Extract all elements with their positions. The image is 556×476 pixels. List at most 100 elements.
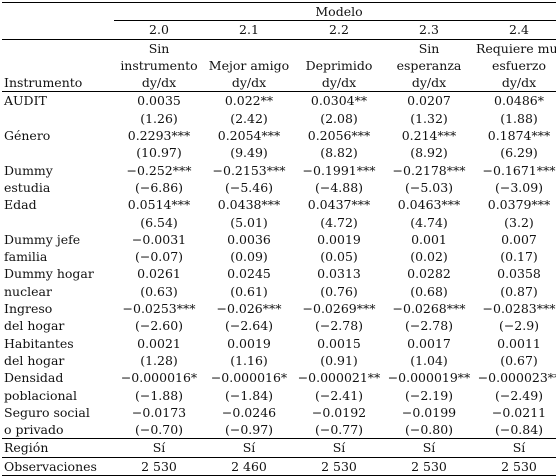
- coef-row: Dummy hogar 0.0261 0.0245 0.0313 0.0282 0.035…: [2, 265, 556, 282]
- variable-label: Edad: [4, 197, 37, 213]
- tstat-cell: (−1.84): [224, 387, 274, 403]
- coef-cell: 0.2293***: [127, 128, 191, 144]
- variable-label: Seguro social: [4, 404, 90, 420]
- coef-cell: 0.0313: [317, 266, 361, 282]
- tstat-cell: (4.74): [410, 214, 448, 230]
- tstat-cell: (1.16): [230, 352, 268, 368]
- tstat-cell: (4.72): [320, 214, 358, 230]
- variable-label: Ingreso: [4, 301, 53, 317]
- tstat-cell: (−2.78): [404, 318, 454, 334]
- model-name-line1: [204, 38, 294, 57]
- coef-cell: 0.022**: [224, 93, 274, 109]
- instrument-header: Instrumento: [2, 74, 114, 93]
- coef-cell: 0.0261: [137, 266, 181, 282]
- coef-cell: 0.0486*: [494, 93, 544, 109]
- tstat-cell: (2.42): [230, 110, 268, 126]
- variable-label: AUDIT: [4, 93, 47, 109]
- coef-cell: 0.1874***: [487, 128, 551, 144]
- variable-label: Densidad: [4, 370, 64, 386]
- model-name-line1: Requiere mucho: [474, 38, 556, 57]
- coef-cell: 0.0015: [317, 335, 361, 351]
- model-name-line2: esfuerzo: [492, 57, 546, 73]
- variable-label: Dummy hogar: [4, 266, 94, 282]
- coef-cell: −0.0192: [311, 404, 367, 420]
- variable-label-cont: [2, 144, 114, 161]
- coef-cell: 0.0245: [227, 266, 271, 282]
- tstat-row: familia (−0.07) (0.09) (0.05) (0.02) (0.17): [2, 248, 556, 265]
- model-name-row-1: Sin Sin Requiere mucho: [2, 38, 556, 57]
- model-name-line1: Sin: [114, 38, 204, 57]
- coef-row: Densidad −0.000016* −0.000016* −0.000021** −…: [2, 369, 556, 386]
- coef-cell: 0.0036: [227, 231, 271, 247]
- variable-label-cont: [2, 214, 114, 231]
- coef-cell: −0.000021**: [297, 370, 381, 386]
- tstat-row: (1.26) (2.42) (2.08) (1.32) (1.88): [2, 110, 556, 127]
- tstat-cell: (−0.84): [494, 422, 544, 438]
- observations-label: Observaciones: [2, 456, 114, 476]
- tstat-cell: (−0.80): [404, 422, 454, 438]
- coef-cell: −0.0246: [221, 404, 277, 420]
- coef-cell: −0.1671***: [482, 162, 556, 178]
- tstat-row: del hogar (−2.60) (−2.64) (−2.78) (−2.78) (−2…: [2, 317, 556, 334]
- coef-cell: 0.214***: [401, 128, 457, 144]
- region-value: Sí: [114, 438, 204, 458]
- model-name-row-2: instrumento Mejor amigo Deprimido espera…: [2, 57, 556, 74]
- tstat-cell: (1.26): [140, 110, 178, 126]
- coef-cell: −0.2178***: [392, 162, 466, 178]
- model-number: 2.4: [509, 22, 529, 38]
- tstat-cell: (5.01): [230, 214, 268, 230]
- tstat-cell: (−2.60): [134, 318, 184, 334]
- region-label: Región: [2, 438, 114, 458]
- coef-cell: 0.007: [501, 231, 537, 247]
- tstat-cell: (−3.09): [494, 179, 544, 195]
- model-group-header: Modelo: [2, 1, 556, 22]
- tstat-cell: (0.17): [500, 249, 538, 265]
- tstat-cell: (−1.88): [134, 387, 184, 403]
- coef-cell: 0.0019: [227, 335, 271, 351]
- coef-cell: −0.000023**: [477, 370, 556, 386]
- coef-cell: 0.0514***: [127, 197, 191, 213]
- coef-cell: −0.0268***: [392, 301, 466, 317]
- tstat-cell: (−2.9): [498, 318, 540, 334]
- tstat-cell: (0.91): [320, 352, 358, 368]
- coef-cell: −0.0253***: [122, 301, 196, 317]
- tstat-cell: (10.97): [136, 145, 182, 161]
- tstat-cell: (6.29): [500, 145, 538, 161]
- coef-cell: 0.0035: [137, 93, 181, 109]
- tstat-cell: (0.87): [500, 283, 538, 299]
- tstat-row: (6.54) (5.01) (4.72) (4.74) (3.2): [2, 214, 556, 231]
- variable-label: Dummy jefe: [4, 231, 81, 247]
- tstat-cell: (1.28): [140, 352, 178, 368]
- tstat-cell: (0.76): [320, 283, 358, 299]
- coef-cell: 0.0282: [407, 266, 451, 282]
- table-body: AUDIT 0.0035 0.022** 0.0304** 0.0207 0.0486*(…: [2, 92, 556, 439]
- coef-cell: −0.0199: [401, 404, 457, 420]
- tstat-cell: (−0.77): [314, 422, 364, 438]
- tstat-cell: (0.67): [500, 352, 538, 368]
- tstat-cell: (−5.03): [404, 179, 454, 195]
- coef-cell: 0.0304**: [310, 93, 368, 109]
- coef-cell: 0.0017: [407, 335, 451, 351]
- tstat-cell: (−2.49): [494, 387, 544, 403]
- tstat-cell: (6.54): [140, 214, 178, 230]
- tstat-row: del hogar (1.28) (1.16) (0.91) (1.04) (0.67): [2, 352, 556, 369]
- tstat-cell: (0.05): [320, 249, 358, 265]
- variable-label: Dummy: [4, 162, 53, 178]
- region-value: Sí: [384, 438, 474, 458]
- coef-cell: −0.0031: [131, 231, 187, 247]
- model-name-line2: esperanza: [396, 57, 462, 73]
- tstat-cell: (1.32): [410, 110, 448, 126]
- tstat-cell: (0.02): [410, 249, 448, 265]
- model-number: 2.1: [239, 22, 259, 38]
- coef-cell: 0.001: [411, 231, 447, 247]
- stat-label: dy/dx: [384, 74, 474, 93]
- coef-cell: −0.252***: [126, 162, 192, 178]
- model-number: 2.0: [149, 22, 169, 38]
- variable-label-cont: o privado: [4, 422, 64, 438]
- coef-cell: −0.0173: [131, 404, 187, 420]
- coef-cell: 0.0019: [317, 231, 361, 247]
- variable-label-cont: nuclear: [4, 283, 52, 299]
- tstat-cell: (8.82): [320, 145, 358, 161]
- model-name-line2: Deprimido: [305, 57, 373, 73]
